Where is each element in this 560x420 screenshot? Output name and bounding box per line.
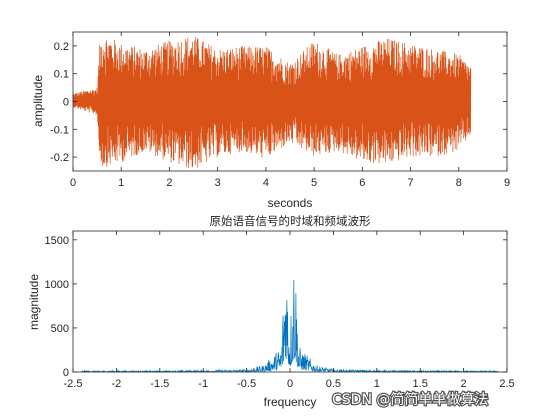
frequency-domain-x-tick-label: 0 [287,378,293,390]
time-domain-x-ticks: 0 1 2 3 4 5 6 7 8 9 [70,32,510,189]
frequency-domain-y-ticks: 0 500 1000 1500 [45,235,507,379]
time-domain-x-tick-label: 3 [215,177,221,189]
time-domain-x-tick-label: 9 [504,177,510,189]
time-domain-series-line [72,37,472,169]
frequency-domain-x-tick-label: 0.5 [326,378,341,390]
frequency-domain-y-label: magnitude [27,274,41,330]
time-domain-y-tick-label: -0.1 [50,124,69,136]
time-domain-x-tick-label: 4 [263,177,269,189]
time-domain-y-tick-label: 0.2 [54,41,69,53]
time-domain-y-tick-label: 0 [63,97,69,109]
frequency-domain-x-tick-label: -1.5 [150,378,169,390]
frequency-domain-chart: -2.5 -2 -1.5 -1 -0.5 0 0.5 1 1.5 2 2.5 0 500 1000 150… [27,214,515,409]
frequency-domain-y-tick-label: 1500 [45,235,69,247]
frequency-domain-title: 原始语音信号的时域和频域波形 [210,214,371,228]
frequency-domain-x-tick-label: 2 [461,378,467,390]
time-domain-x-tick-label: 6 [359,177,365,189]
frequency-domain-x-label: frequency [264,395,317,409]
time-domain-y-ticks: -0.2 -0.1 0 0.1 0.2 [50,41,507,164]
time-domain-x-tick-label: 7 [407,177,413,189]
frequency-domain-x-tick-label: -2 [112,378,122,390]
time-domain-signal [72,37,472,169]
frequency-domain-x-tick-label: -0.5 [237,378,256,390]
time-domain-chart: 0 1 2 3 4 5 6 7 8 9 -0.2 -0.1 0 0.1 0.2 seconds ampli… [31,31,510,210]
csdn-watermark: CSDN @简简单单做算法 [332,391,488,408]
time-domain-y-tick-label: -0.2 [50,152,69,164]
frequency-domain-plot-area [73,231,507,372]
time-domain-x-tick-label: 5 [311,177,317,189]
frequency-domain-y-tick-label: 0 [63,367,69,379]
frequency-domain-x-tick-label: 1.5 [413,378,428,390]
frequency-domain-x-tick-label: 2.5 [499,378,514,390]
time-domain-x-label: seconds [268,196,313,210]
frequency-domain-x-tick-label: -2.5 [64,378,83,390]
frequency-domain-y-tick-label: 1000 [45,279,69,291]
time-domain-x-tick-label: 1 [118,177,124,189]
frequency-domain-x-tick-label: -1 [198,378,208,390]
time-domain-x-tick-label: 8 [456,177,462,189]
frequency-domain-x-tick-label: 1 [374,378,380,390]
frequency-domain-x-ticks: -2.5 -2 -1.5 -1 -0.5 0 0.5 1 1.5 2 2.5 [64,231,515,390]
time-domain-y-label: amplitude [31,75,45,127]
time-domain-y-tick-label: 0.1 [54,69,69,81]
time-domain-x-tick-label: 2 [166,177,172,189]
frequency-domain-y-tick-label: 500 [51,323,69,335]
time-domain-x-tick-label: 0 [70,177,76,189]
